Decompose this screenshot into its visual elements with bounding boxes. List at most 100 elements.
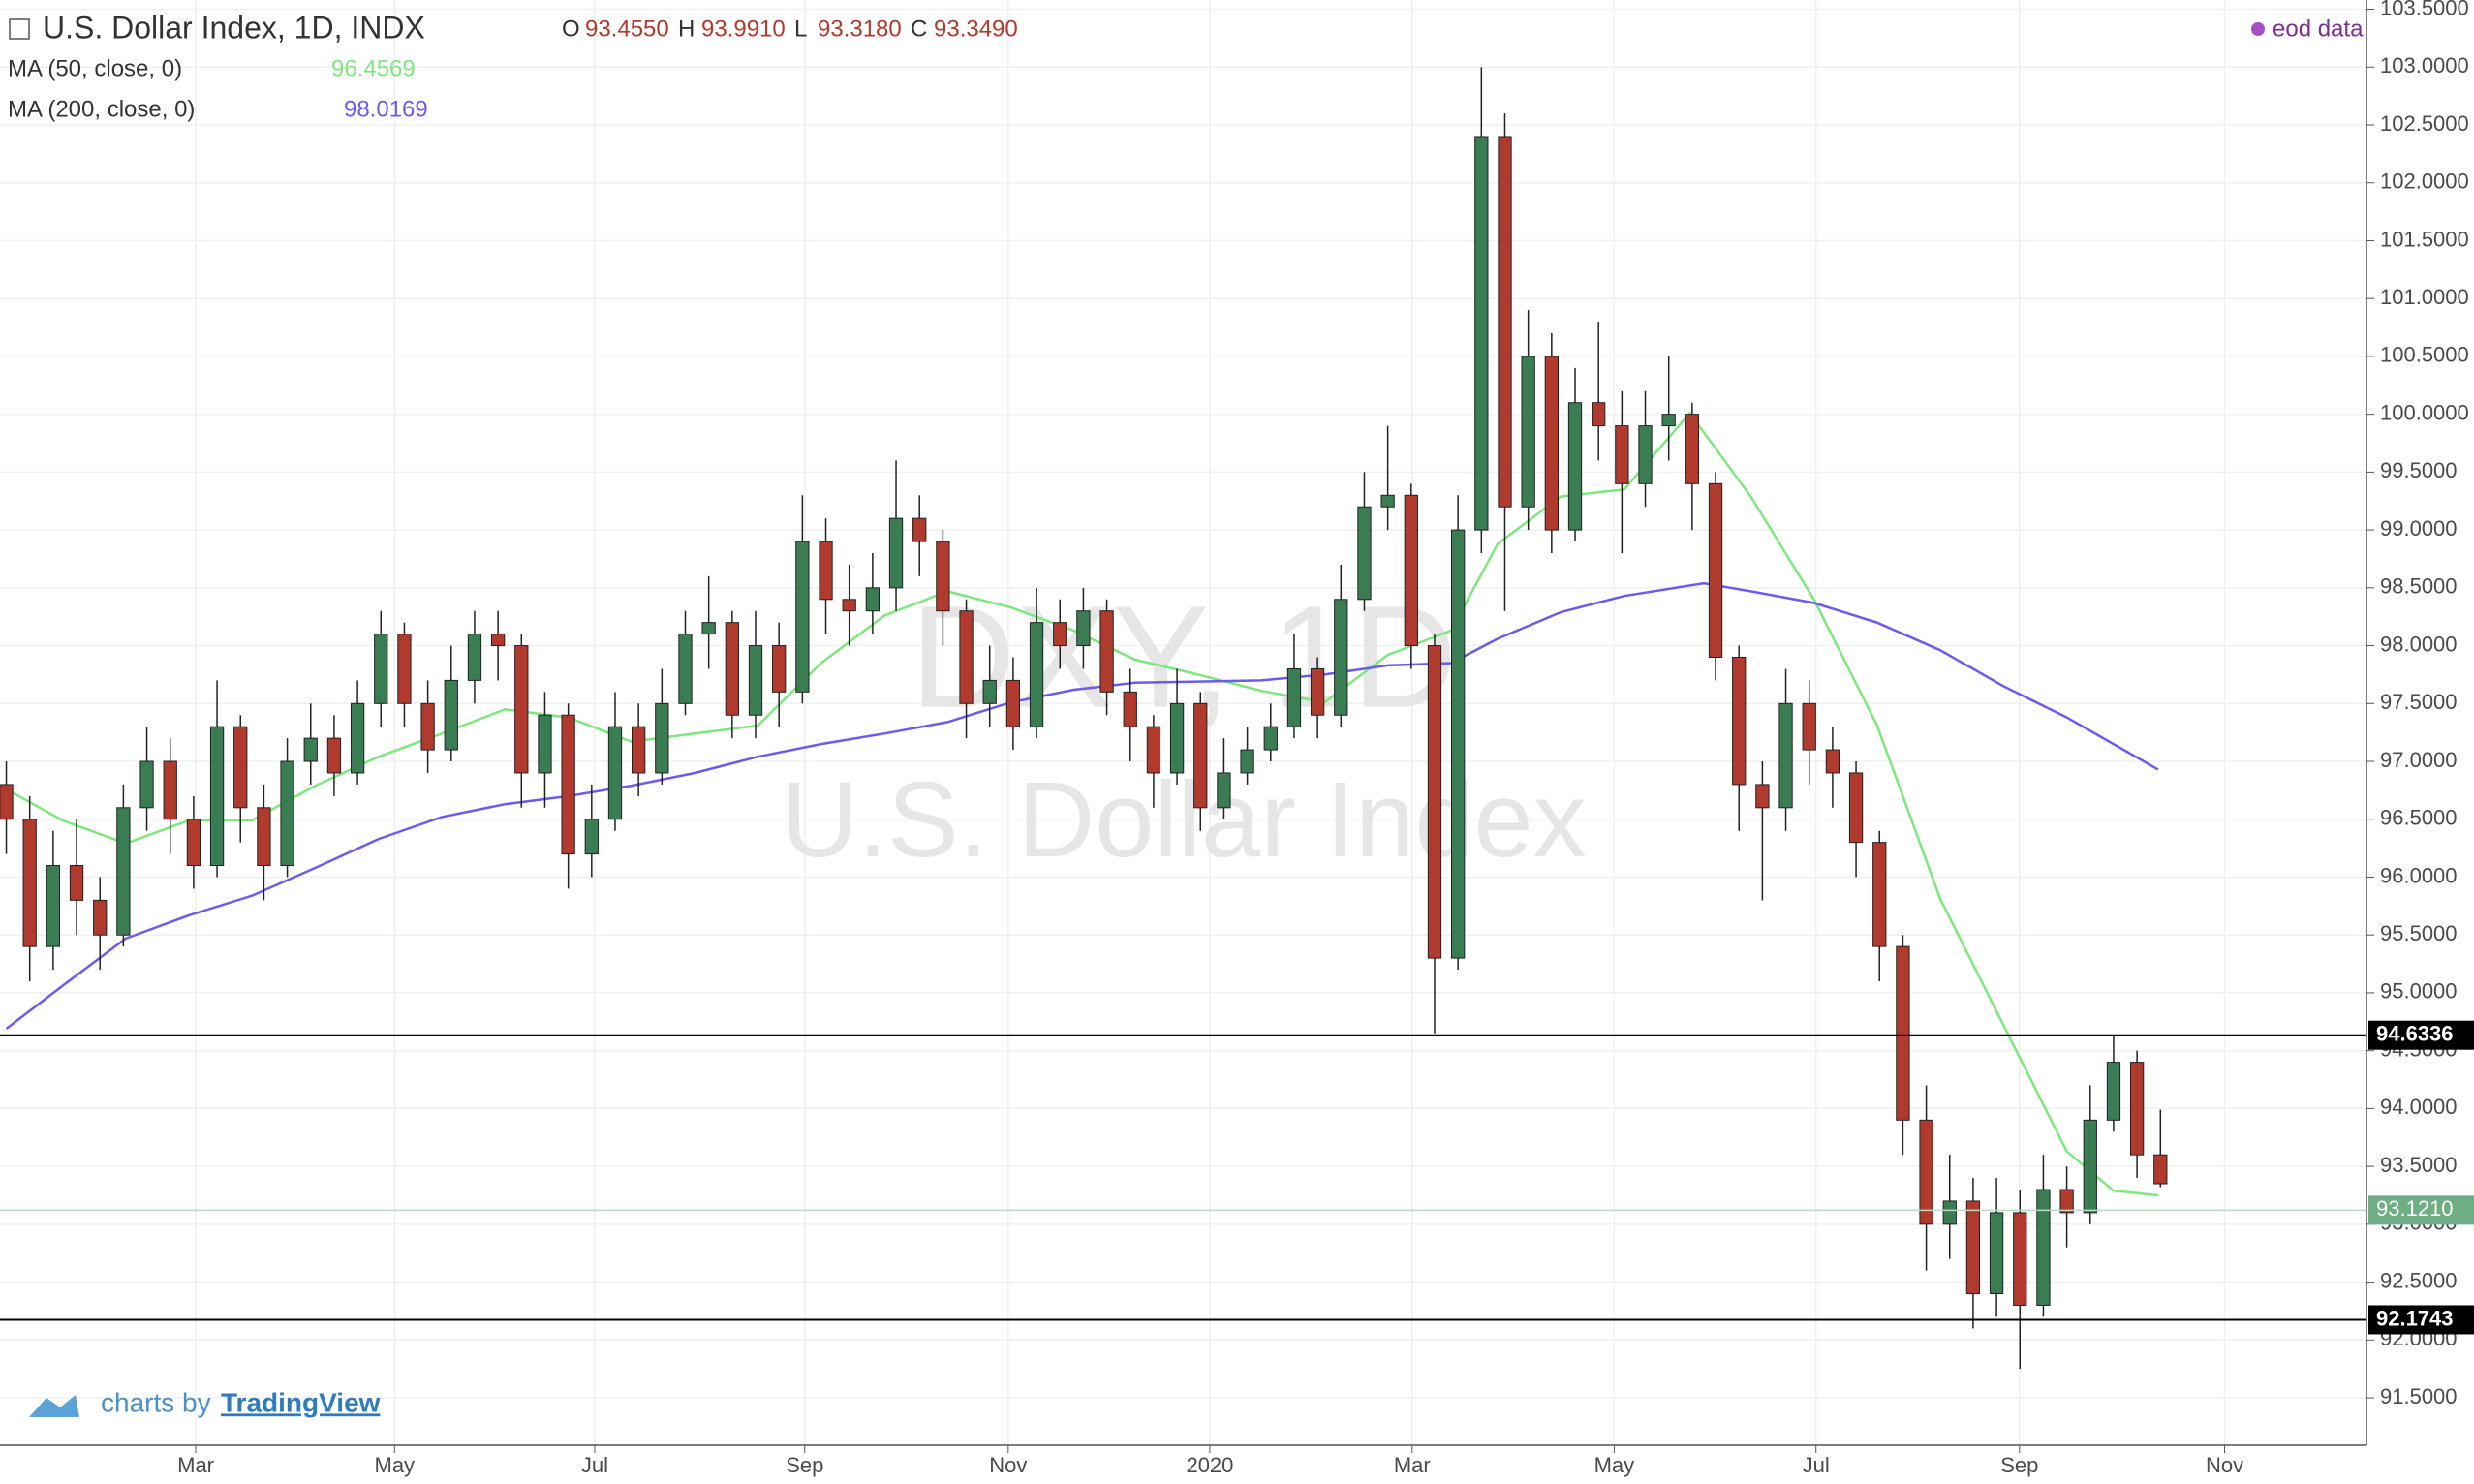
price-label: 94.6336 [2376,1022,2454,1046]
candle-body [584,819,599,855]
legend-value: 96.4569 [331,55,416,81]
last-price-box [2368,1195,2474,1225]
candle-body [1286,667,1302,727]
y-tick-label: 91.5000 [2380,1384,2458,1408]
candle-body [1451,529,1466,959]
candle-body [1989,1212,2004,1295]
candle-body [280,760,294,867]
candle-body [748,645,763,716]
candle-body [819,541,833,601]
candle-body [1848,772,1864,844]
candle-body [1263,726,1278,751]
watermark-name: U.S. Dollar Index [781,760,1586,880]
candle-body [1357,506,1372,601]
candle-body [1872,842,1887,947]
candle-body [655,702,669,774]
ohlc-value: 93.4550 [585,15,669,42]
candle-body [139,760,154,809]
candle-body [1169,702,1185,774]
candle-body [1896,945,1910,1121]
candle-body [233,726,248,809]
candle-body [1732,657,1747,786]
y-tick-label: 102.0000 [2380,170,2469,194]
candle-body [1685,414,1700,484]
brand-prefix: charts by [101,1387,211,1417]
y-tick-label: 96.0000 [2380,863,2458,887]
ohlc-value: 93.3180 [818,15,902,42]
candle-body [2083,1119,2097,1214]
candle-body [538,714,552,774]
candle-body [632,726,646,774]
candle-body [1099,610,1114,693]
brand-logo [29,1395,79,1417]
candle-body [397,634,412,704]
candle-body [1427,645,1442,959]
candle-body [725,622,739,716]
candle-body [116,807,131,936]
x-tick-label: 2020 [1186,1453,1233,1477]
candle-body [888,517,904,589]
y-tick-label: 100.5000 [2380,343,2469,367]
ohlc-key: O [562,15,580,42]
candle-body [467,634,482,681]
ohlc-value: 93.9910 [701,15,786,42]
candle-body [2059,1189,2074,1214]
candle-body [93,899,108,936]
price-label: 92.1743 [2376,1306,2454,1330]
candle-body [607,726,623,820]
candle-body [795,541,810,693]
y-tick-label: 97.5000 [2380,690,2458,714]
y-tick-label: 93.5000 [2380,1153,2458,1177]
collapse-icon[interactable] [9,18,30,40]
candle-body [561,714,575,855]
candle-body [912,517,927,542]
candle-body [678,634,693,704]
brand-link[interactable]: TradingView [221,1387,381,1417]
legend-name: MA (50, close, 0) [8,55,182,81]
candle-body [1310,667,1325,716]
candle-body [420,702,435,751]
ohlc-key: H [678,15,695,42]
candle-body [1521,356,1535,508]
candle-body [1661,414,1676,427]
candle-body [1755,784,1770,809]
x-tick-label: Jul [581,1453,608,1477]
candle-body [1146,726,1161,774]
y-tick-label: 96.5000 [2380,806,2458,830]
x-tick-label: Mar [1394,1453,1431,1477]
legend-name: MA (200, close, 0) [8,96,195,122]
y-tick-label: 101.5000 [2380,227,2469,251]
x-tick-label: Mar [177,1453,214,1477]
candle-body [514,645,529,774]
candle-body [1053,622,1067,647]
candle-body [1544,356,1559,531]
candle-body [865,587,881,612]
candle-body [209,726,225,867]
candle-body [444,679,458,751]
candle-body [1498,136,1512,508]
x-tick-label: Sep [786,1453,823,1477]
price-label-box [2368,1305,2474,1335]
candle-body [1005,679,1021,727]
y-tick-label: 94.0000 [2380,1095,2458,1119]
candle-body [2036,1189,2051,1306]
candle-body [936,541,950,612]
candle-body [1240,749,1254,774]
candle-body [1965,1200,1981,1295]
candle-body [303,737,318,762]
y-tick-label: 92.5000 [2380,1268,2458,1292]
candle-body [1778,702,1793,809]
y-tick-label: 98.5000 [2380,574,2458,599]
candle-body [1334,599,1348,716]
candle-body [1567,402,1583,531]
candle-body [2153,1154,2168,1185]
ma-line [5,581,2159,1030]
candle-body [257,807,271,867]
y-tick-label: 95.0000 [2380,979,2458,1004]
candle-body [186,819,201,867]
y-tick-label: 99.5000 [2380,458,2458,482]
candle-body [1919,1119,1933,1225]
